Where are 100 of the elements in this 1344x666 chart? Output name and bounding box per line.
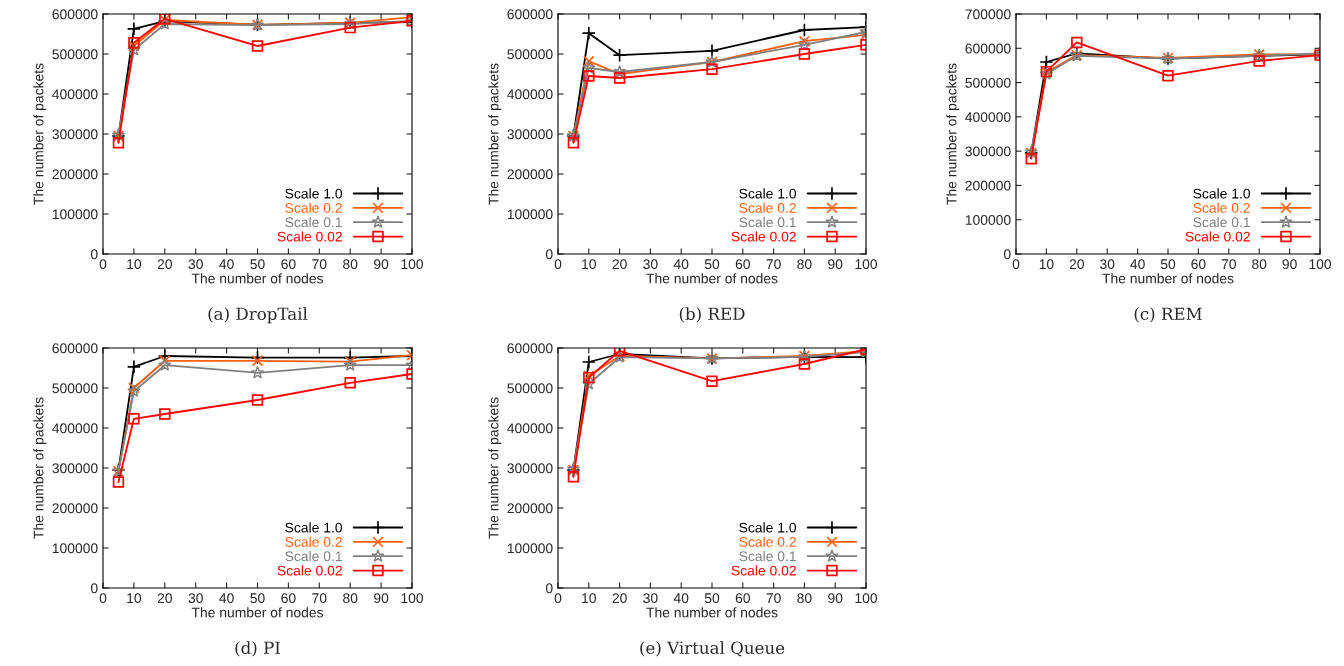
x-tick-label: 100 <box>855 259 878 270</box>
x-tick-label: 50 <box>250 593 265 604</box>
x-tick-label: 100 <box>855 593 878 604</box>
y-tick-label: 200000 <box>507 169 553 180</box>
y-tick-label: 500000 <box>507 49 553 60</box>
x-tick-label: 10 <box>127 593 142 604</box>
y-tick-label: 0 <box>545 249 553 260</box>
legend-label: Scale 0.1 <box>739 550 796 562</box>
legend-label: Scale 0.1 <box>285 550 342 562</box>
x-tick-label: 60 <box>281 259 296 270</box>
x-axis-title: The number of nodes <box>191 273 324 284</box>
legend-label: Scale 1.0 <box>739 522 797 533</box>
y-axis-title: The number of packets <box>946 63 960 205</box>
legend-label: Scale 0.2 <box>1193 202 1250 213</box>
x-tick-label: 20 <box>157 259 172 270</box>
y-tick-label: 300000 <box>965 146 1011 157</box>
x-tick-label: 80 <box>343 259 358 270</box>
legend-label: Scale 1.0 <box>1193 188 1251 199</box>
x-tick-label: 10 <box>582 259 596 270</box>
y-tick-label: 500000 <box>507 383 553 394</box>
legend-label: Scale 0.2 <box>285 536 342 547</box>
y-tick-label: 200000 <box>507 503 553 514</box>
legend-label: Scale 1.0 <box>739 188 797 199</box>
text: (c) REM <box>1134 307 1202 323</box>
legend-label: Scale 0.02 <box>277 231 342 242</box>
y-tick-label: 400000 <box>507 423 553 434</box>
x-tick-label: 90 <box>374 593 389 604</box>
x-tick-label: 30 <box>188 259 203 270</box>
y-tick-label: 600000 <box>507 9 553 20</box>
x-tick-label: 70 <box>1221 259 1236 270</box>
y-tick-label: 200000 <box>965 180 1011 191</box>
legend-label: Scale 0.02 <box>731 231 796 242</box>
x-tick-label: 90 <box>828 259 843 270</box>
x-tick-label: 70 <box>312 259 327 270</box>
x-tick-label: 100 <box>401 593 424 604</box>
x-tick-label: 10 <box>127 259 142 270</box>
legend-label: Scale 0.1 <box>1193 216 1250 228</box>
y-tick-label: 600000 <box>507 343 553 354</box>
x-tick-label: 90 <box>374 259 389 270</box>
x-tick-label: 0 <box>554 259 562 270</box>
x-tick-label: 80 <box>343 593 358 604</box>
x-tick-label: 40 <box>219 593 234 604</box>
x-tick-label: 70 <box>766 593 781 604</box>
legend-label: Scale 1.0 <box>285 188 343 199</box>
x-tick-label: 30 <box>643 593 658 604</box>
y-axis-title: The number of packets <box>33 63 47 205</box>
y-tick-label: 0 <box>545 583 553 594</box>
y-tick-label: 500000 <box>52 383 98 394</box>
x-axis-title: The number of nodes <box>1102 273 1234 284</box>
x-axis-title: The number of nodes <box>191 607 324 618</box>
legend-label: Scale 0.02 <box>731 565 796 576</box>
x-tick-label: 40 <box>673 259 689 270</box>
text: (b) RED <box>679 307 745 323</box>
x-tick-label: 60 <box>735 593 750 604</box>
x-tick-label: 10 <box>582 593 596 604</box>
y-axis-title: The number of packets <box>33 397 47 539</box>
x-tick-label: 50 <box>250 259 265 270</box>
y-tick-label: 600000 <box>965 43 1011 54</box>
y-tick-label: 0 <box>90 249 98 260</box>
x-tick-label: 0 <box>554 593 562 604</box>
x-tick-label: 70 <box>312 593 327 604</box>
x-tick-label: 30 <box>643 259 658 270</box>
y-tick-label: 300000 <box>52 129 98 140</box>
x-tick-label: 0 <box>1012 259 1020 270</box>
y-tick-label: 400000 <box>52 89 98 100</box>
legend-label: Scale 0.02 <box>277 565 342 576</box>
legend-label: Scale 0.1 <box>285 216 342 228</box>
x-tick-label: 80 <box>797 259 812 270</box>
x-tick-label: 70 <box>766 259 781 270</box>
x-tick-label: 50 <box>704 259 720 270</box>
x-tick-label: 0 <box>99 593 107 604</box>
y-tick-label: 0 <box>90 583 98 594</box>
legend-label: Scale 0.1 <box>739 216 796 228</box>
text: (d) PI <box>235 641 280 657</box>
x-tick-label: 90 <box>1282 259 1297 270</box>
x-tick-label: 60 <box>281 593 296 604</box>
x-tick-label: 30 <box>188 593 203 604</box>
y-tick-label: 200000 <box>52 169 98 180</box>
x-tick-label: 40 <box>1130 259 1145 270</box>
y-tick-label: 300000 <box>507 463 553 474</box>
x-tick-label: 40 <box>219 259 234 270</box>
x-tick-label: 20 <box>1069 259 1084 270</box>
y-tick-label: 400000 <box>507 89 553 100</box>
x-tick-label: 90 <box>828 593 843 604</box>
x-tick-label: 30 <box>1100 259 1115 270</box>
x-tick-label: 20 <box>612 259 627 270</box>
x-tick-label: 80 <box>1252 259 1267 270</box>
y-tick-label: 200000 <box>52 503 98 514</box>
x-tick-label: 50 <box>704 593 720 604</box>
y-tick-label: 300000 <box>52 463 98 474</box>
x-tick-label: 40 <box>673 593 689 604</box>
x-tick-label: 50 <box>1160 259 1176 270</box>
y-tick-label: 500000 <box>52 49 98 60</box>
legend-label: Scale 0.02 <box>1185 231 1250 242</box>
text: (a) DropTail <box>208 307 308 324</box>
legend-label: Scale 0.2 <box>739 202 796 213</box>
y-axis-title: The number of packets <box>488 63 502 205</box>
y-tick-label: 400000 <box>965 112 1011 123</box>
y-tick-label: 100000 <box>965 215 1011 225</box>
y-tick-label: 500000 <box>965 77 1011 88</box>
